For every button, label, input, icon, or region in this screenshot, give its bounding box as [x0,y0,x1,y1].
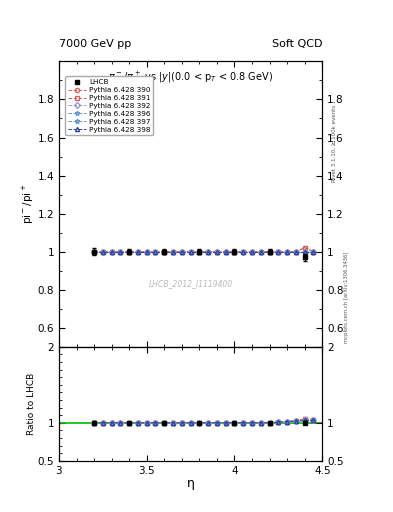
Text: Soft QCD: Soft QCD [272,38,322,49]
Text: Rivet 3.1.10, ≥ 100k events: Rivet 3.1.10, ≥ 100k events [332,105,337,182]
Legend: LHCB, Pythia 6.428 390, Pythia 6.428 391, Pythia 6.428 392, Pythia 6.428 396, Py: LHCB, Pythia 6.428 390, Pythia 6.428 391… [65,76,153,136]
Text: 7000 GeV pp: 7000 GeV pp [59,38,131,49]
Text: LHCB_2012_I1119400: LHCB_2012_I1119400 [149,280,233,288]
Text: $\pi^-/\pi^+$ vs $|y|$(0.0 < p$_T$ < 0.8 GeV): $\pi^-/\pi^+$ vs $|y|$(0.0 < p$_T$ < 0.8… [108,70,273,85]
Y-axis label: Ratio to LHCB: Ratio to LHCB [27,373,36,435]
Text: mcplots.cern.ch [arXiv:1306.3436]: mcplots.cern.ch [arXiv:1306.3436] [344,251,349,343]
Y-axis label: pi$^-$/pi$^+$: pi$^-$/pi$^+$ [21,184,36,224]
X-axis label: η: η [187,477,195,490]
